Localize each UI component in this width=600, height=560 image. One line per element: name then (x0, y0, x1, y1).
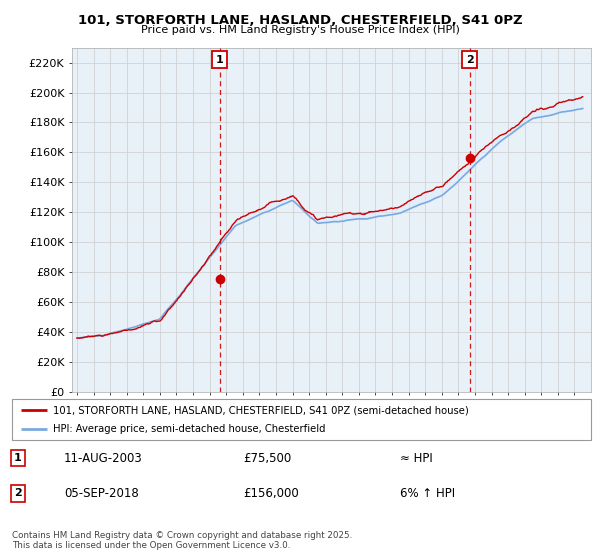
Text: HPI: Average price, semi-detached house, Chesterfield: HPI: Average price, semi-detached house,… (53, 424, 325, 433)
Text: 2: 2 (466, 54, 473, 64)
Text: 05-SEP-2018: 05-SEP-2018 (64, 487, 139, 500)
Text: 1: 1 (216, 54, 223, 64)
Text: Price paid vs. HM Land Registry's House Price Index (HPI): Price paid vs. HM Land Registry's House … (140, 25, 460, 35)
Text: 1: 1 (14, 453, 22, 463)
Text: £156,000: £156,000 (244, 487, 299, 500)
Text: 2: 2 (14, 488, 22, 498)
Text: 101, STORFORTH LANE, HASLAND, CHESTERFIELD, S41 0PZ: 101, STORFORTH LANE, HASLAND, CHESTERFIE… (77, 14, 523, 27)
Text: 101, STORFORTH LANE, HASLAND, CHESTERFIELD, S41 0PZ (semi-detached house): 101, STORFORTH LANE, HASLAND, CHESTERFIE… (53, 405, 468, 415)
Text: 11-AUG-2003: 11-AUG-2003 (64, 451, 143, 465)
Text: Contains HM Land Registry data © Crown copyright and database right 2025.
This d: Contains HM Land Registry data © Crown c… (12, 531, 352, 550)
Text: ≈ HPI: ≈ HPI (400, 451, 433, 465)
Text: 6% ↑ HPI: 6% ↑ HPI (400, 487, 455, 500)
Text: £75,500: £75,500 (244, 451, 292, 465)
